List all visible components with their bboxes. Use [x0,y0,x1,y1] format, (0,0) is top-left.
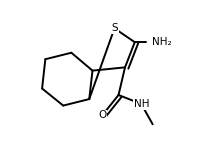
Text: S: S [111,23,118,33]
Text: NH₂: NH₂ [152,37,171,47]
Text: O: O [98,110,106,120]
Text: NH: NH [133,99,149,109]
